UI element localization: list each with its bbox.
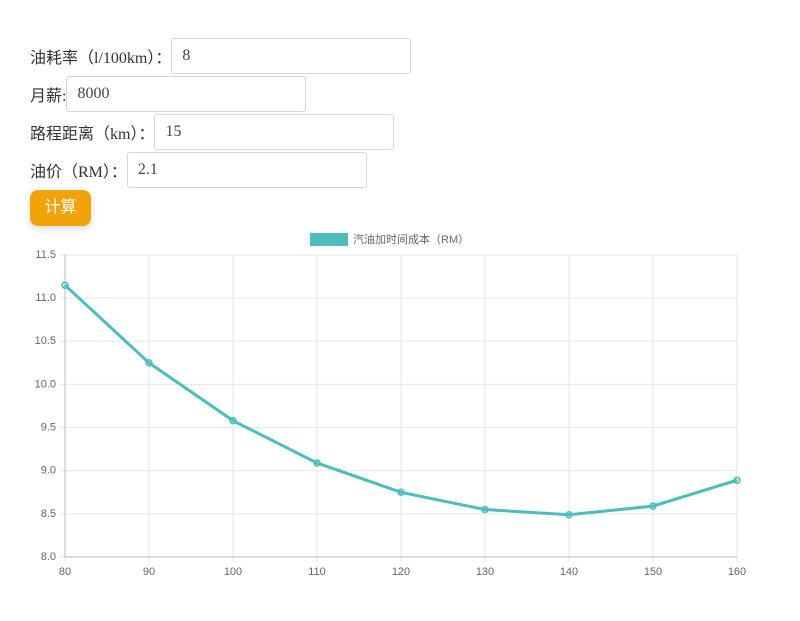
legend-label: 汽油加时间成本（RM） bbox=[353, 232, 469, 246]
field-label: 油价（RM）： bbox=[30, 164, 127, 181]
y-tick-label: 11.5 bbox=[35, 249, 56, 261]
x-tick-label: 120 bbox=[392, 566, 410, 578]
point bbox=[397, 488, 405, 497]
point bbox=[733, 476, 741, 484]
x-tick-label: 100 bbox=[224, 566, 242, 578]
point bbox=[61, 281, 69, 289]
point bbox=[145, 359, 153, 367]
y-tick-label: 11.0 bbox=[35, 292, 56, 304]
form-row: 月薪: 8000 bbox=[30, 76, 307, 112]
form-row: 油耗率（l/100km）： 8 bbox=[30, 38, 412, 74]
text-input[interactable]: 15 bbox=[154, 114, 395, 150]
form-row: 路程距离（km）： 15 bbox=[30, 114, 395, 150]
x-tick-label: 150 bbox=[644, 566, 662, 578]
text-input[interactable]: 8000 bbox=[66, 76, 307, 112]
line bbox=[63, 284, 738, 517]
x-tick-label: 130 bbox=[476, 566, 494, 578]
y-tick-label: 8.0 bbox=[41, 551, 56, 563]
x-tick-label: 110 bbox=[308, 566, 326, 578]
field-label: 油耗率（l/100km）： bbox=[30, 50, 172, 67]
y-tick-label: 10.0 bbox=[35, 378, 56, 390]
x-tick-label: 90 bbox=[143, 566, 155, 578]
point bbox=[649, 502, 657, 510]
y-tick-label: 9.5 bbox=[41, 421, 56, 433]
y-tick-label: 9.0 bbox=[41, 465, 56, 477]
text-input[interactable]: 8 bbox=[171, 38, 412, 74]
field-label: 月薪: bbox=[30, 88, 67, 105]
y-tick-label: 8.5 bbox=[41, 508, 56, 520]
x-tick-label: 80 bbox=[59, 566, 71, 578]
field-label: 路程距离（km）： bbox=[30, 126, 155, 143]
y-tick-label: 10.5 bbox=[35, 335, 56, 347]
x-tick-label: 140 bbox=[560, 566, 578, 578]
form-row: 油价（RM）： 2.1 bbox=[30, 152, 367, 188]
legend-swatch bbox=[310, 233, 348, 246]
point bbox=[565, 510, 573, 519]
calculate-button[interactable]: 计算 bbox=[30, 190, 91, 226]
text-input[interactable]: 2.1 bbox=[126, 152, 367, 188]
x-tick-label: 160 bbox=[728, 566, 746, 578]
point bbox=[229, 416, 237, 425]
point bbox=[481, 505, 489, 514]
point bbox=[313, 459, 321, 467]
